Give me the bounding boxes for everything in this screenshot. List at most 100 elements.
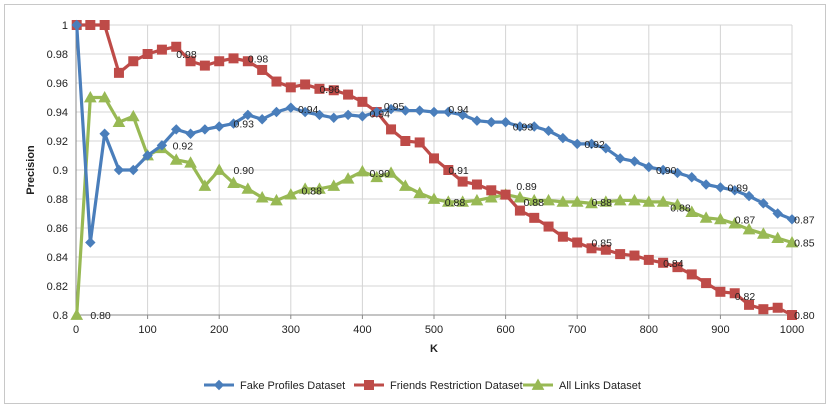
- data-point: [357, 111, 368, 122]
- data-label: 0.96: [319, 84, 340, 96]
- data-label: 0.98: [248, 53, 269, 65]
- data-point: [700, 179, 712, 190]
- data-point: [629, 250, 640, 261]
- data-point: [456, 195, 469, 207]
- legend-item: Fake Profiles Dataset: [204, 379, 345, 392]
- data-point: [500, 189, 511, 200]
- data-label: 0.88: [670, 203, 691, 215]
- data-series: [70, 19, 799, 320]
- data-point: [570, 195, 584, 207]
- data-point: [399, 179, 412, 191]
- data-point: [255, 191, 269, 203]
- data-point: [284, 188, 298, 200]
- x-tick-label: 500: [425, 324, 443, 336]
- data-point: [457, 109, 468, 121]
- data-label: 0.89: [516, 181, 537, 193]
- x-tick-label: 800: [640, 324, 658, 336]
- data-point: [514, 205, 525, 216]
- data-point: [285, 82, 296, 93]
- data-point: [686, 269, 697, 280]
- data-point: [429, 153, 439, 164]
- data-point: [486, 185, 497, 196]
- data-label: 0.87: [794, 214, 815, 226]
- data-label: 0.89: [728, 182, 749, 194]
- data-point: [586, 138, 597, 150]
- data-point: [729, 185, 740, 196]
- data-point: [112, 115, 126, 128]
- data-point: [113, 67, 124, 78]
- data-point: [198, 179, 212, 191]
- data-point: [212, 163, 226, 175]
- data-point: [371, 106, 382, 118]
- data-point: [328, 85, 339, 96]
- data-point: [758, 198, 769, 209]
- data-point: [771, 231, 785, 244]
- data-label: 0.93: [234, 119, 255, 131]
- data-label: 0.88: [445, 197, 466, 209]
- data-point: [744, 299, 755, 310]
- data-point: [571, 138, 583, 150]
- data-point: [285, 102, 297, 113]
- data-point: [585, 196, 598, 209]
- data-point: [457, 176, 468, 187]
- data-point: [470, 193, 484, 206]
- legend-marker: [364, 380, 374, 390]
- data-point: [169, 153, 183, 165]
- data-label: 0.90: [370, 168, 391, 180]
- data-point: [556, 195, 570, 207]
- data-label: 0.85: [794, 238, 815, 250]
- y-tick-label: 1: [62, 20, 68, 32]
- data-point: [126, 109, 140, 122]
- data-point: [271, 76, 282, 87]
- data-label: 0.85: [592, 238, 613, 250]
- data-point: [629, 156, 640, 167]
- y-tick-label: 0.82: [47, 281, 68, 293]
- data-point: [685, 205, 699, 217]
- x-tick-label: 300: [282, 324, 300, 336]
- data-point: [486, 116, 497, 128]
- data-point: [643, 254, 654, 265]
- y-tick-label: 0.88: [47, 194, 68, 206]
- x-tick-label: 0: [73, 324, 79, 336]
- data-point: [99, 20, 110, 30]
- data-point: [443, 165, 454, 175]
- x-tick-label: 600: [496, 324, 514, 336]
- legend-marker: [531, 378, 545, 390]
- legend-item: Friends Restriction Dataset: [354, 380, 523, 392]
- data-label: 0.88: [592, 197, 613, 209]
- data-point: [385, 103, 397, 115]
- data-point: [513, 191, 527, 203]
- x-tick-label: 200: [210, 324, 228, 336]
- data-point: [171, 41, 182, 52]
- data-point: [142, 150, 153, 161]
- data-point: [614, 153, 626, 164]
- data-label: 0.92: [173, 140, 194, 152]
- data-point: [427, 192, 441, 204]
- data-point: [400, 136, 411, 146]
- data-point: [85, 237, 96, 248]
- data-point: [599, 195, 613, 207]
- data-point: [500, 116, 511, 128]
- data-point: [357, 96, 368, 107]
- data-point: [714, 212, 727, 225]
- data-point: [413, 186, 427, 199]
- data-point: [142, 49, 153, 59]
- data-point: [758, 304, 769, 315]
- data-label: 0.80: [794, 310, 815, 322]
- data-label: 0.94: [370, 108, 391, 120]
- legend: Fake Profiles Dataset Friends Restriction…: [204, 378, 641, 392]
- data-point: [99, 128, 110, 139]
- y-tick-label: 0.94: [47, 107, 68, 119]
- data-point: [113, 164, 125, 176]
- y-tick-label: 0.8: [53, 310, 68, 322]
- y-tick-label: 0.86: [47, 223, 68, 235]
- series-fake-profiles-dataset: [71, 19, 798, 248]
- data-point: [656, 195, 670, 207]
- data-point: [543, 125, 554, 137]
- data-point: [257, 64, 268, 75]
- data-label: 0.88: [524, 197, 545, 209]
- data-point: [300, 79, 311, 90]
- data-point: [228, 118, 239, 129]
- x-axis-ticks: 0 100 200 300 400 500 600 700 800 900 1000: [73, 315, 804, 336]
- data-point: [199, 124, 211, 135]
